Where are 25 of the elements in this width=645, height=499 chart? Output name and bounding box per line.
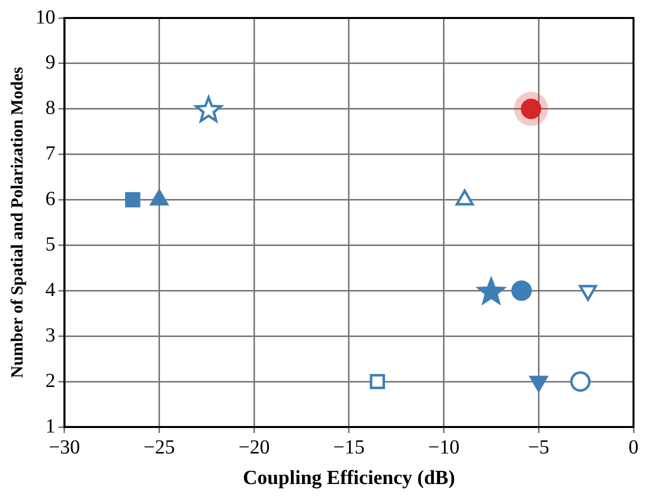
point <box>478 278 505 304</box>
point <box>511 280 532 301</box>
y-tick-label: 1 <box>45 415 56 438</box>
x-tick-label: −5 <box>528 436 550 458</box>
point <box>514 92 548 126</box>
point <box>370 374 386 390</box>
x-axis-title: Coupling Efficiency (dB) <box>242 467 456 490</box>
x-tick-label: −15 <box>333 436 365 458</box>
x-tick-label: 0 <box>628 436 638 458</box>
x-tick-label: −20 <box>238 436 270 458</box>
y-tick-label: 8 <box>45 97 56 120</box>
y-tick-label: 6 <box>45 188 56 210</box>
y-tick-label: 3 <box>45 324 56 346</box>
y-tick-label: 10 <box>35 6 56 28</box>
y-axis-title: Number of Spatial and Polarization Modes <box>8 66 27 378</box>
y-tick-label: 7 <box>45 142 56 165</box>
y-tick-label: 2 <box>45 370 56 392</box>
x-tick-label: −30 <box>48 436 80 458</box>
x-tick-label: −25 <box>144 436 175 458</box>
point <box>570 371 591 392</box>
y-tick-label: 4 <box>45 278 56 301</box>
x-tick-label: −10 <box>428 436 460 458</box>
y-tick-label: 5 <box>45 233 56 256</box>
y-tick-label: 9 <box>45 52 56 74</box>
point <box>125 192 140 208</box>
